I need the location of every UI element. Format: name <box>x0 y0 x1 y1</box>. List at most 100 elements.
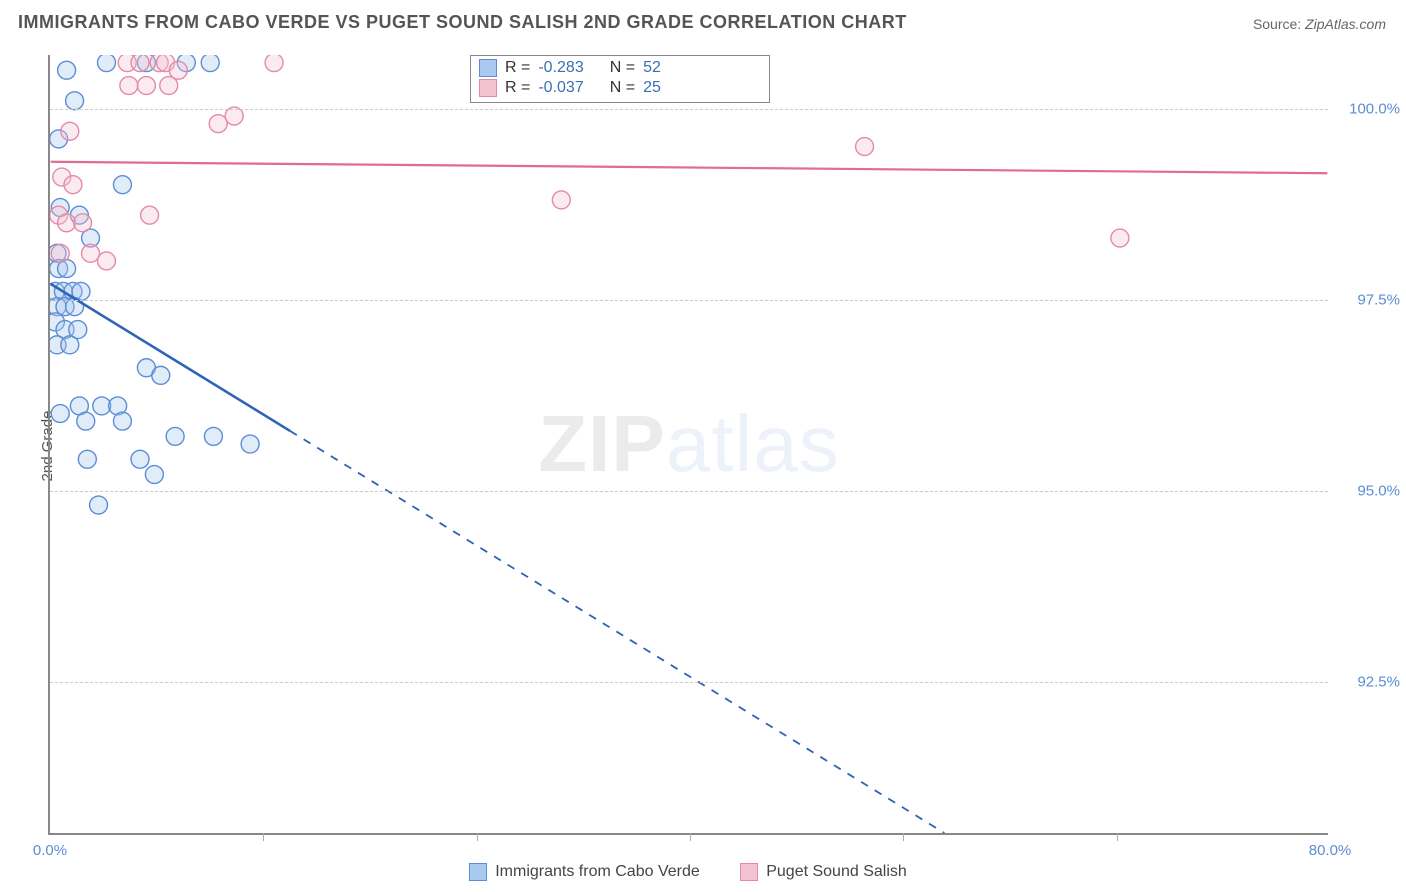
data-point <box>113 176 131 194</box>
data-point <box>70 206 88 224</box>
watermark-atlas: atlas <box>666 399 840 488</box>
legend-n-label: N = <box>610 79 635 97</box>
data-point <box>50 282 64 300</box>
data-point <box>78 450 96 468</box>
y-tick-label: 92.5% <box>1336 674 1400 691</box>
x-tick <box>903 833 904 841</box>
source-attribution: Source: ZipAtlas.com <box>1253 16 1386 32</box>
legend-swatch-icon <box>740 863 758 881</box>
data-point <box>166 427 184 445</box>
x-tick <box>1117 833 1118 841</box>
chart-title: IMMIGRANTS FROM CABO VERDE VS PUGET SOUN… <box>18 12 907 33</box>
data-point <box>51 405 69 423</box>
data-point <box>51 244 69 262</box>
data-point <box>50 313 64 331</box>
chart-container: IMMIGRANTS FROM CABO VERDE VS PUGET SOUN… <box>0 0 1406 892</box>
data-point <box>50 260 68 278</box>
y-tick-label: 95.0% <box>1336 482 1400 499</box>
legend-r-label: R = <box>505 79 530 97</box>
data-point <box>58 214 76 232</box>
data-point <box>204 427 222 445</box>
legend-r-value: -0.283 <box>538 59 583 77</box>
data-point <box>137 359 155 377</box>
legend-swatch-icon <box>469 863 487 881</box>
data-point <box>56 321 74 339</box>
data-point <box>50 206 68 224</box>
trend-line <box>51 284 290 431</box>
y-tick-label: 97.5% <box>1336 291 1400 308</box>
x-tick <box>477 833 478 841</box>
data-point <box>51 199 69 217</box>
legend-n-label: N = <box>610 59 635 77</box>
data-point <box>113 412 131 430</box>
data-point <box>58 61 76 79</box>
data-point <box>93 397 111 415</box>
data-point <box>137 77 155 95</box>
plot-area: ZIPatlas R = -0.283 N = 52 R = -0.037 N … <box>48 55 1328 835</box>
data-point <box>50 130 68 148</box>
data-point <box>72 282 90 300</box>
x-tick-label: 80.0% <box>1309 842 1352 859</box>
data-point <box>90 496 108 514</box>
legend-row: R = -0.283 N = 52 <box>479 58 761 78</box>
data-point <box>141 206 159 224</box>
legend-item: Immigrants from Cabo Verde <box>469 863 700 881</box>
legend-r-value: -0.037 <box>538 79 583 97</box>
data-point <box>552 191 570 209</box>
data-point <box>160 77 178 95</box>
data-point <box>54 282 72 300</box>
x-tick-label: 0.0% <box>33 842 67 859</box>
data-point <box>109 397 127 415</box>
data-point <box>118 55 136 72</box>
data-point <box>241 435 259 453</box>
data-point <box>70 397 88 415</box>
data-point <box>58 260 76 278</box>
data-point <box>98 252 116 270</box>
data-point <box>856 138 874 156</box>
data-point <box>157 55 175 72</box>
legend-item-label: Puget Sound Salish <box>766 863 907 881</box>
x-tick <box>263 833 264 841</box>
data-point <box>131 55 149 72</box>
gridline <box>50 682 1328 683</box>
source-label: Source: <box>1253 16 1301 32</box>
legend-n-value: 52 <box>643 59 661 77</box>
trend-line <box>51 162 1328 173</box>
data-point <box>201 55 219 72</box>
data-point <box>64 176 82 194</box>
data-point <box>50 336 66 354</box>
data-point <box>77 412 95 430</box>
data-point <box>61 122 79 140</box>
correlation-legend: R = -0.283 N = 52 R = -0.037 N = 25 <box>470 55 770 103</box>
legend-item-label: Immigrants from Cabo Verde <box>495 863 700 881</box>
data-point <box>265 55 283 72</box>
data-point <box>120 77 138 95</box>
data-point <box>152 366 170 384</box>
data-point <box>225 107 243 125</box>
data-point <box>66 92 84 110</box>
legend-row: R = -0.037 N = 25 <box>479 78 761 98</box>
data-point <box>82 244 100 262</box>
data-point <box>150 55 168 72</box>
data-point <box>1111 229 1129 247</box>
legend-item: Puget Sound Salish <box>740 863 907 881</box>
data-point <box>53 168 71 186</box>
data-point <box>177 55 195 72</box>
data-point <box>74 214 92 232</box>
data-point <box>209 115 227 133</box>
data-point <box>61 336 79 354</box>
y-tick-label: 100.0% <box>1336 100 1400 117</box>
watermark-zip: ZIP <box>538 399 665 488</box>
data-point <box>69 321 87 339</box>
x-tick <box>690 833 691 841</box>
legend-swatch-icon <box>479 79 497 97</box>
data-point <box>50 244 66 262</box>
data-point <box>169 61 187 79</box>
data-point <box>64 282 82 300</box>
data-point <box>131 450 149 468</box>
data-point <box>82 229 100 247</box>
gridline <box>50 300 1328 301</box>
series-legend: Immigrants from Cabo Verde Puget Sound S… <box>48 863 1328 886</box>
gridline <box>50 491 1328 492</box>
data-point <box>137 55 155 72</box>
